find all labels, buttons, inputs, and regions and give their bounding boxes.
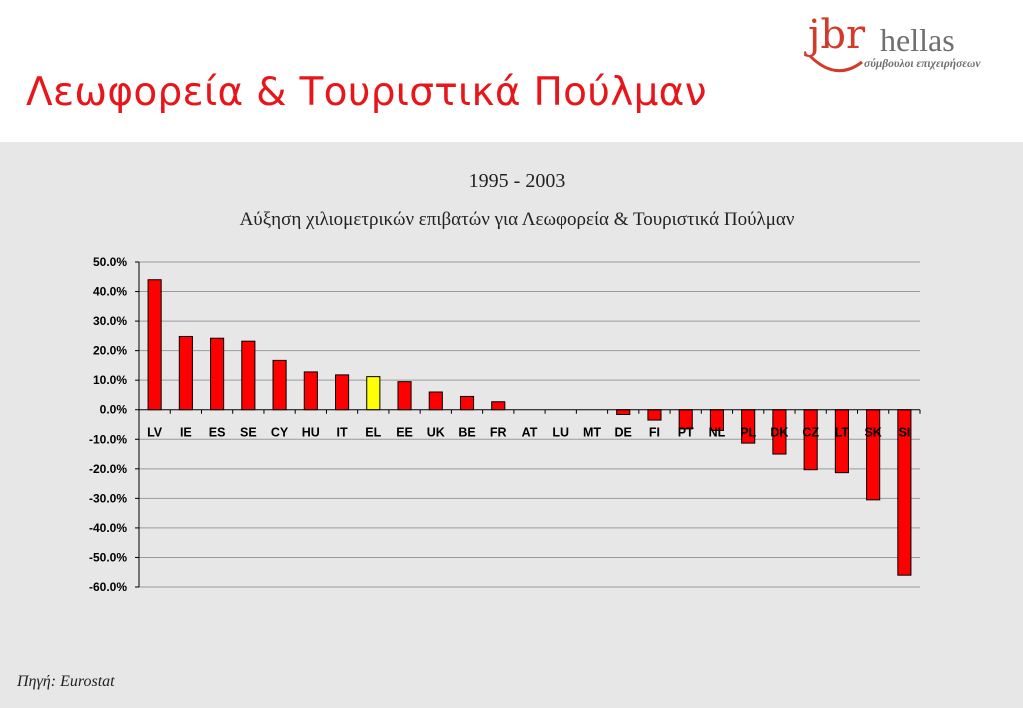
- category-label: LV: [147, 426, 163, 440]
- category-label: CZ: [802, 426, 819, 440]
- bar-be: [459, 395, 475, 411]
- bar-fi: [647, 409, 662, 421]
- category-label: LT: [835, 426, 850, 440]
- bar-fr: [491, 401, 506, 411]
- bar-se: [241, 340, 256, 411]
- bar-lv: [147, 279, 162, 411]
- logo-smile-icon: [808, 54, 863, 73]
- y-tick-label: -60.0%: [89, 580, 127, 594]
- category-label: ES: [209, 426, 226, 440]
- category-label: CY: [271, 426, 289, 440]
- bar-cy: [272, 359, 287, 411]
- category-label: SE: [240, 426, 257, 440]
- category-label: FI: [649, 426, 660, 440]
- bar-ie: [178, 335, 193, 411]
- y-tick-label: 10.0%: [93, 373, 127, 387]
- y-tick-label: -40.0%: [89, 521, 127, 535]
- category-label: AT: [522, 426, 538, 440]
- y-tick-label: 40.0%: [93, 285, 127, 299]
- bar-es: [210, 337, 225, 411]
- bar-chart: 1995 - 2003 Αύξηση χιλιομετρικών επιβατώ…: [89, 170, 921, 594]
- bar-sk: [866, 409, 881, 501]
- chart-subtitle: Αύξηση χιλιομετρικών επιβατών για Λεωφορ…: [240, 209, 795, 230]
- category-label: PT: [678, 426, 694, 440]
- axes: [138, 262, 921, 587]
- category-label: EE: [396, 426, 413, 440]
- category-label: EL: [365, 426, 381, 440]
- logo-name: hellas: [880, 22, 955, 58]
- category-label: UK: [427, 426, 445, 440]
- category-label: IT: [337, 426, 348, 440]
- y-tick-label: 0.0%: [100, 403, 128, 417]
- category-label: SK: [864, 426, 881, 440]
- gridlines: [139, 261, 920, 588]
- company-logo: jbr hellas σύμβουλοι επιχειρήσεων: [806, 12, 981, 82]
- category-label: DE: [615, 426, 632, 440]
- category-labels: LV IE ES SE CY HU IT EL EE UK BE FR AT LU MT DE FI PT NL PL…: [147, 426, 910, 440]
- bar-uk: [428, 391, 443, 411]
- category-label: MT: [583, 426, 601, 440]
- category-label: HU: [302, 426, 320, 440]
- y-tick-label: 50.0%: [93, 255, 127, 269]
- category-label: BE: [458, 426, 475, 440]
- y-tick-label: 20.0%: [93, 344, 127, 358]
- page-title: Λεωφορεία & Τουριστικά Πούλμαν: [26, 70, 707, 115]
- bar-hu: [303, 371, 318, 411]
- category-label: PL: [740, 426, 756, 440]
- bars: [147, 279, 912, 576]
- category-label: DK: [770, 426, 788, 440]
- category-label: SI: [898, 426, 910, 440]
- bar-el: [366, 376, 381, 411]
- category-label: LU: [552, 426, 569, 440]
- y-axis-ticks: 50.0% 40.0% 30.0% 20.0% 10.0% 0.0% -10.0% -20.0…: [89, 255, 139, 594]
- chart-title: 1995 - 2003: [469, 170, 566, 192]
- category-label: IE: [180, 426, 192, 440]
- source-note: Πηγή: Eurostat: [17, 673, 115, 690]
- bar-it: [334, 374, 350, 411]
- y-tick-label: -10.0%: [89, 432, 127, 446]
- logo-tagline: σύμβουλοι επιχειρήσεων: [864, 58, 981, 70]
- category-label: NL: [709, 426, 726, 440]
- y-tick-label: 30.0%: [93, 314, 127, 328]
- y-tick-label: -50.0%: [89, 550, 127, 564]
- category-label: FR: [490, 426, 507, 440]
- y-tick-label: -20.0%: [89, 462, 127, 476]
- logo-brand: jbr: [808, 12, 866, 58]
- chart-panel: 1995 - 2003 Αύξηση χιλιομετρικών επιβατώ…: [0, 142, 1023, 708]
- y-tick-label: -30.0%: [89, 491, 127, 505]
- bar-ee: [397, 381, 412, 411]
- bar-lt: [834, 409, 849, 474]
- bar-de: [616, 409, 631, 415]
